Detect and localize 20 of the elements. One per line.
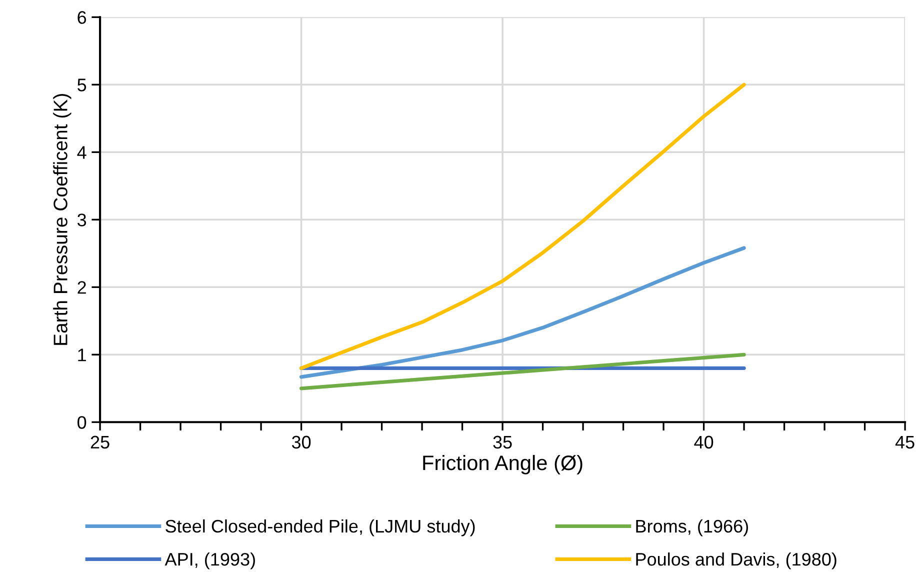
legend-label: Broms, (1966) (636, 519, 748, 536)
legend-label: API, (1993) (164, 552, 255, 570)
line-series (299, 246, 746, 379)
y-tick-label: 2 (78, 281, 86, 294)
x-axis-title: Friction Angle (Ø) (423, 454, 582, 474)
x-tick-label: 25 (90, 436, 110, 449)
y-tick-label: 5 (78, 78, 86, 92)
x-tick-label: 30 (292, 436, 311, 449)
x-tick-label: 40 (694, 436, 714, 449)
x-tick-label: 45 (895, 436, 914, 449)
y-tick-label: 6 (78, 11, 86, 24)
y-tick-label: 3 (77, 214, 86, 226)
legend-label: Poulos and Davis, (1980) (636, 552, 836, 570)
y-tick-label: 4 (77, 146, 86, 159)
y-tick-label: 1 (78, 348, 86, 362)
line-series (299, 82, 746, 370)
y-tick-label: 0 (78, 416, 86, 429)
y-axis-title: Earth Pressure Coefficent (K) (53, 94, 72, 345)
legend-label: Steel Closed-ended Pile, (LJMU study) (166, 519, 475, 536)
x-tick-label: 35 (493, 436, 512, 449)
